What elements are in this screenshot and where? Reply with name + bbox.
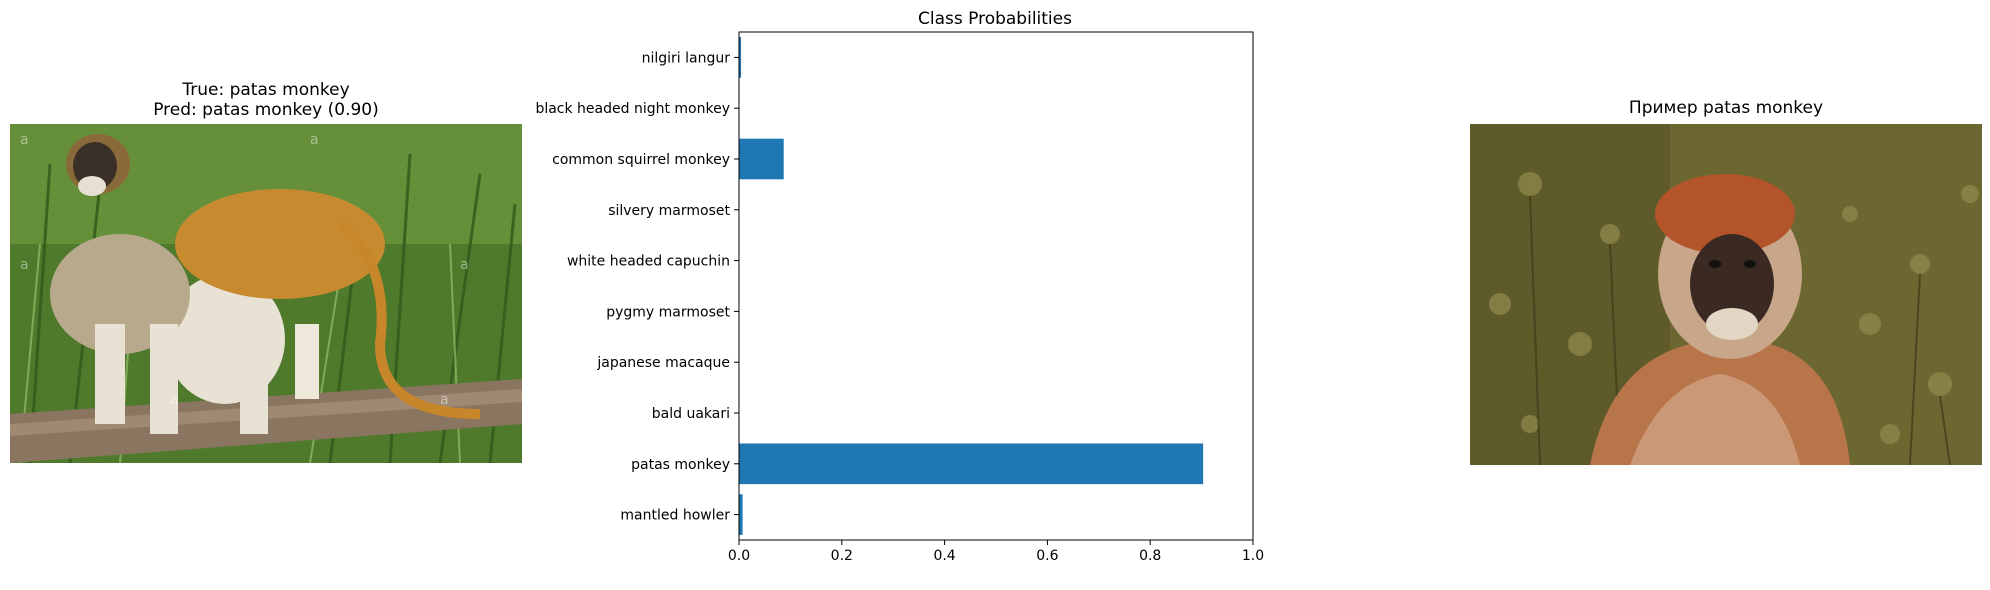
- y-tick-label: white headed capuchin: [567, 254, 730, 270]
- bar-mantled-howler: [739, 494, 743, 535]
- y-tick-label: patas monkey: [631, 457, 730, 473]
- y-tick-label: pygmy marmoset: [606, 304, 730, 320]
- plot-frame: [738, 31, 1254, 541]
- x-tick-label: 0.0: [728, 548, 750, 564]
- y-tick-label: black headed night monkey: [535, 101, 730, 117]
- x-tick-label: 0.2: [831, 548, 853, 564]
- chart-title: Class Probabilities: [918, 9, 1072, 29]
- left-image-title: True: patas monkey Pred: patas monkey (0…: [10, 80, 522, 120]
- y-tick-label: mantled howler: [620, 508, 730, 524]
- y-tick-label: common squirrel monkey: [552, 152, 730, 168]
- svg-text:a: a: [170, 392, 179, 408]
- bar-common-squirrel-monkey: [739, 138, 784, 180]
- example-image-title: Пример patas monkey: [1628, 98, 1824, 118]
- x-tick-label: 0.8: [1139, 548, 1161, 564]
- y-tick-label: japanese macaque: [596, 355, 730, 371]
- y-tick-labels: mantled howler patas monkey bald uakari jap…: [535, 50, 739, 524]
- x-tick-labels: 0.0 0.2 0.4 0.6 0.8 1.0: [728, 540, 1264, 564]
- x-tick-label: 0.4: [933, 548, 955, 564]
- bars-group: [739, 37, 1204, 535]
- svg-text:a: a: [440, 392, 449, 408]
- svg-text:a: a: [20, 257, 29, 273]
- y-tick-label: nilgiri langur: [642, 50, 731, 66]
- example-monkey-photo: [1470, 124, 1982, 465]
- true-label: True: patas monkey: [182, 80, 350, 100]
- x-tick-label: 0.6: [1036, 548, 1058, 564]
- patas-monkey-photo: a a a a a a: [10, 124, 522, 463]
- y-tick-label: silvery marmoset: [608, 203, 730, 219]
- x-tick-label: 1.0: [1242, 548, 1264, 564]
- svg-text:a: a: [310, 132, 319, 148]
- svg-text:a: a: [20, 132, 29, 148]
- svg-text:a: a: [460, 257, 469, 273]
- y-tick-label: bald uakari: [652, 406, 730, 422]
- bar-patas-monkey: [739, 443, 1204, 485]
- bar-nilgiri-langur: [739, 37, 742, 78]
- pred-label: Pred: patas monkey (0.90): [153, 100, 379, 120]
